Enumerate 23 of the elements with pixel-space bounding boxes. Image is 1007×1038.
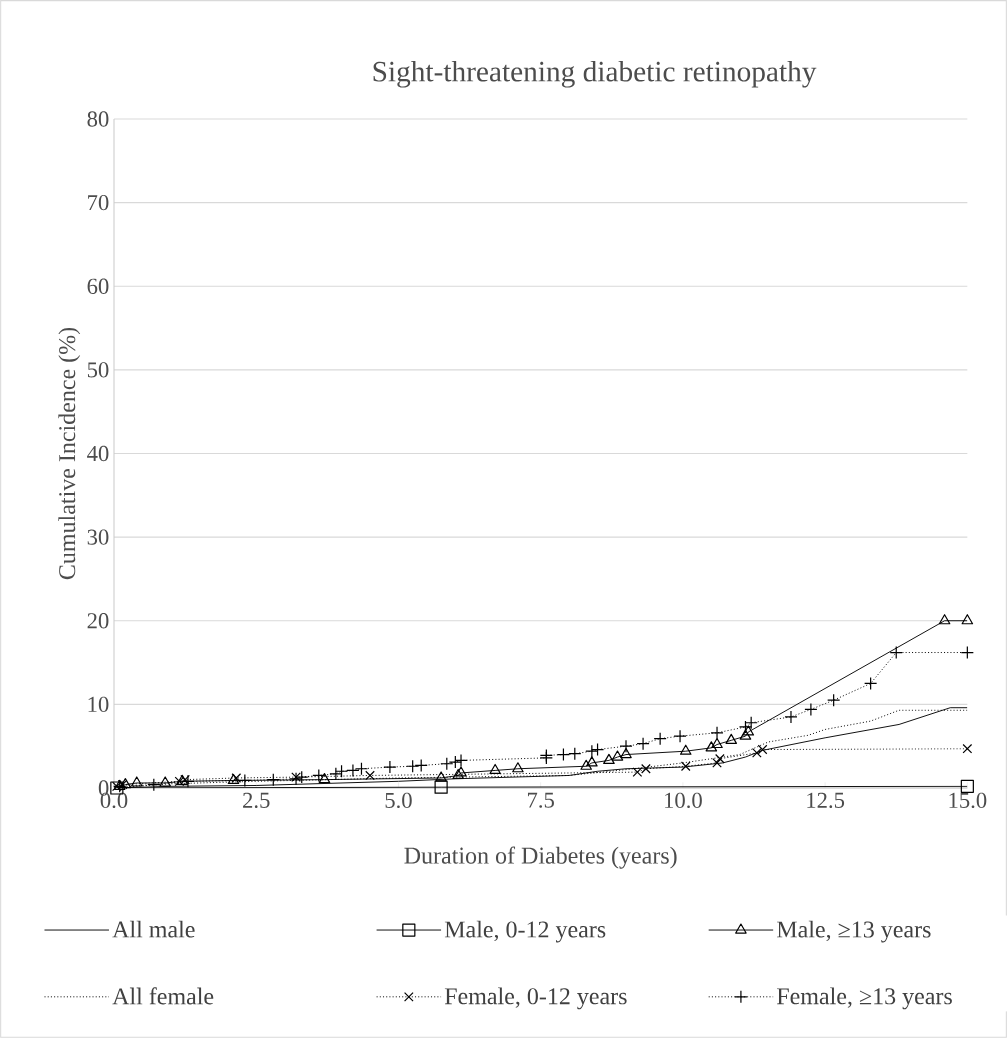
x-tick-label: 2.5 — [243, 792, 270, 809]
y-tick-label: 50 — [87, 362, 109, 378]
chart-title: Sight-threatening diabetic retinopathy — [373, 60, 817, 88]
y-tick-label: 60 — [87, 278, 109, 294]
y-axis-title: Cumulative Incidence (%) — [58, 327, 81, 580]
legend-label: Female, 0-12 years — [444, 987, 627, 1010]
legend-label: All male — [112, 920, 195, 938]
x-tick-label: 7.5 — [527, 792, 554, 808]
x-tick-label: 12.5 — [807, 792, 845, 809]
legend-label: Male, ≥13 years — [776, 920, 931, 943]
x-tick-label: 15.0 — [949, 792, 987, 809]
x-axis-title: Duration of Diabetes (years) — [404, 846, 677, 869]
legend-label: All female — [112, 987, 214, 1005]
y-tick-label: 80 — [87, 111, 109, 127]
y-tick-label: 30 — [87, 529, 109, 545]
y-tick-label: 10 — [88, 696, 109, 713]
legend-label: Male, 0-12 years — [444, 920, 606, 943]
x-tick-label: 5.0 — [385, 792, 412, 809]
y-tick-label: 40 — [87, 445, 109, 462]
legend-label: Female, ≥13 years — [776, 987, 952, 1010]
y-tick-label: 70 — [88, 194, 109, 211]
y-tick-label: 20 — [87, 613, 109, 629]
x-tick-label: 10.0 — [665, 792, 702, 809]
